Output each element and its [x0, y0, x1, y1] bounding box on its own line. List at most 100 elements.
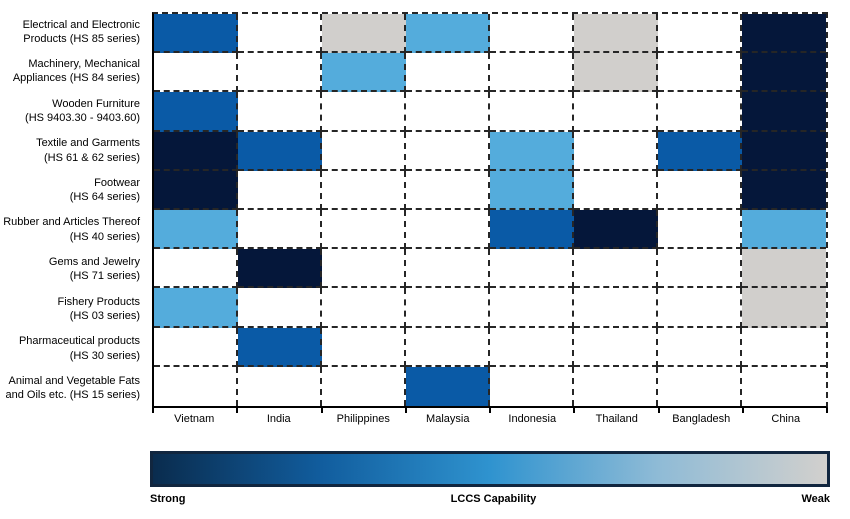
axis-tick	[238, 408, 323, 413]
heatmap-cell	[742, 14, 826, 54]
heatmap-cell	[658, 327, 742, 367]
heatmap-cell	[238, 210, 322, 250]
x-axis-label: Bangladesh	[672, 413, 731, 425]
x-axis-label: Indonesia	[508, 413, 557, 425]
heatmap-cell	[406, 131, 490, 171]
heatmap-cell	[742, 92, 826, 132]
heatmap-cell	[238, 14, 322, 54]
x-axis-label: Vietnam	[174, 413, 215, 425]
heatmap-cell	[322, 288, 406, 328]
heatmap-cell	[490, 92, 574, 132]
axis-tick	[491, 408, 576, 413]
heatmap-cell	[154, 53, 238, 93]
heatmap-cell	[238, 53, 322, 93]
axis-tick	[575, 408, 660, 413]
heatmap-cell	[490, 131, 574, 171]
heatmap-cell	[322, 14, 406, 54]
heatmap-cell	[322, 170, 406, 210]
heatmap-cell	[406, 53, 490, 93]
row-label: Fishery Products (HS 03 series)	[57, 295, 140, 322]
heatmap-cell	[658, 53, 742, 93]
row-label: Gems and Jewelry (HS 71 series)	[48, 256, 140, 283]
heatmap-cell	[574, 366, 658, 406]
row-label: Pharmaceutical products (HS 30 series)	[18, 335, 140, 362]
axis-tick	[152, 408, 239, 413]
heatmap-cell	[154, 249, 238, 289]
x-axis-label: Malaysia	[426, 413, 470, 425]
row-label: Wooden Furniture (HS 9403.30 - 9403.60)	[25, 97, 140, 124]
heatmap-cell	[742, 53, 826, 93]
heatmap-cell	[154, 131, 238, 171]
row-label: Textile and Garments (HS 61 & 62 series)	[36, 137, 140, 164]
heatmap-cell	[490, 210, 574, 250]
heatmap-cell	[322, 53, 406, 93]
x-axis-labels: Vietnam India Philippines Malaysia Indonesia…	[152, 413, 828, 431]
row-labels: Electrical and Electronic Products (HS 85…	[0, 12, 146, 408]
heatmap-cell	[322, 131, 406, 171]
heatmap-cell	[406, 92, 490, 132]
heatmap-cell	[742, 288, 826, 328]
heatmap-grid	[152, 12, 828, 408]
colorbar-label-strong: Strong	[150, 493, 186, 505]
heatmap-cell	[238, 366, 322, 406]
heatmap-cell	[658, 92, 742, 132]
heatmap-cell	[154, 14, 238, 54]
heatmap-cell	[574, 53, 658, 93]
heatmap-cell	[238, 92, 322, 132]
heatmap-cell	[322, 327, 406, 367]
heatmap-cell	[406, 249, 490, 289]
heatmap-cell	[238, 170, 322, 210]
x-axis-label: China	[771, 413, 801, 425]
heatmap-cell	[574, 92, 658, 132]
axis-tick	[407, 408, 491, 413]
heatmap-cell	[574, 288, 658, 328]
heatmap-cell	[574, 131, 658, 171]
heatmap-cell	[322, 210, 406, 250]
colorbar-label-title: LCCS Capability	[450, 493, 537, 505]
heatmap-cell	[238, 327, 322, 367]
heatmap-cell	[742, 131, 826, 171]
heatmap-cell	[406, 210, 490, 250]
heatmap-cell	[742, 170, 826, 210]
heatmap-cell	[490, 366, 574, 406]
heatmap-cell	[574, 249, 658, 289]
colorbar-labels: Strong LCCS Capability Weak	[150, 493, 830, 505]
row-label: Animal and Vegetable Fats and Oils etc. (…	[5, 374, 141, 402]
heatmap-cell	[154, 366, 238, 406]
heatmap-cell	[322, 366, 406, 406]
heatmap-cell	[406, 327, 490, 367]
heatmap-cell	[742, 327, 826, 367]
axis-tick	[660, 408, 744, 413]
heatmap-cell	[238, 131, 322, 171]
heatmap-cell	[490, 327, 574, 367]
heatmap-cell	[742, 210, 826, 250]
x-axis-label: Philippines	[336, 413, 390, 425]
colorbar	[150, 451, 830, 487]
heatmap-cell	[238, 249, 322, 289]
heatmap-cell	[490, 170, 574, 210]
heatmap-cell	[658, 14, 742, 54]
axis-tick	[744, 408, 828, 413]
heatmap-cell	[238, 288, 322, 328]
heatmap-cell	[154, 210, 238, 250]
heatmap-cell	[658, 366, 742, 406]
heatmap-cell	[574, 210, 658, 250]
heatmap-cell	[406, 366, 490, 406]
heatmap-cell	[742, 366, 826, 406]
heatmap-cell	[490, 249, 574, 289]
x-axis-ticks	[152, 408, 828, 413]
heatmap-cell	[322, 92, 406, 132]
heatmap-cell	[490, 288, 574, 328]
heatmap-cell	[658, 131, 742, 171]
axis-tick	[323, 408, 407, 413]
heatmap-cell	[658, 210, 742, 250]
heatmap-cell	[742, 249, 826, 289]
heatmap-cell	[406, 14, 490, 54]
heatmap-cell	[658, 170, 742, 210]
heatmap-cell	[658, 249, 742, 289]
x-axis-label: India	[266, 413, 291, 425]
row-label: Rubber and Articles Thereof (HS 40 series…	[3, 216, 140, 243]
heatmap-cell	[490, 53, 574, 93]
colorbar-label-weak: Weak	[801, 493, 830, 505]
